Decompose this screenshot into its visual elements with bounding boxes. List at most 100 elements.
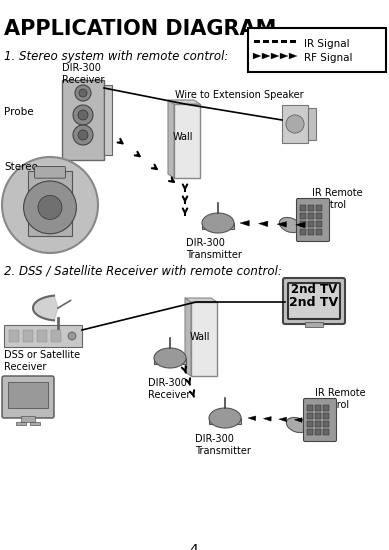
Bar bbox=[305, 322, 323, 327]
Polygon shape bbox=[168, 100, 174, 178]
Circle shape bbox=[2, 157, 98, 253]
Bar bbox=[323, 421, 329, 427]
Bar bbox=[308, 229, 314, 235]
Polygon shape bbox=[253, 53, 261, 59]
Ellipse shape bbox=[279, 217, 301, 233]
Polygon shape bbox=[280, 53, 288, 59]
Text: IR Remote
Control: IR Remote Control bbox=[312, 188, 363, 210]
Polygon shape bbox=[294, 417, 302, 422]
Bar bbox=[254, 40, 260, 43]
Circle shape bbox=[286, 115, 304, 133]
Ellipse shape bbox=[209, 408, 241, 428]
Text: DIR-300
Receiver: DIR-300 Receiver bbox=[148, 378, 190, 400]
Text: 4: 4 bbox=[189, 543, 198, 550]
Bar bbox=[154, 358, 186, 364]
Text: DIR-300
Receiver: DIR-300 Receiver bbox=[62, 63, 104, 85]
Bar bbox=[308, 108, 316, 140]
Bar bbox=[4, 325, 82, 347]
Circle shape bbox=[79, 89, 87, 97]
Polygon shape bbox=[271, 53, 279, 59]
Text: DIR-300
Transmitter: DIR-300 Transmitter bbox=[195, 434, 251, 455]
Text: 1. Stereo system with remote control:: 1. Stereo system with remote control: bbox=[4, 50, 228, 63]
Bar bbox=[300, 213, 306, 219]
Bar bbox=[300, 221, 306, 227]
FancyBboxPatch shape bbox=[296, 199, 329, 241]
Polygon shape bbox=[185, 298, 191, 376]
Circle shape bbox=[73, 105, 93, 125]
Bar bbox=[316, 205, 322, 211]
Bar bbox=[8, 382, 48, 408]
Polygon shape bbox=[277, 222, 287, 227]
Bar bbox=[191, 302, 217, 376]
Polygon shape bbox=[185, 298, 217, 302]
Polygon shape bbox=[248, 416, 256, 421]
Bar bbox=[62, 80, 104, 160]
Polygon shape bbox=[296, 222, 305, 228]
Polygon shape bbox=[262, 53, 270, 59]
Bar bbox=[37, 330, 47, 342]
Bar bbox=[307, 405, 313, 411]
Bar bbox=[316, 221, 322, 227]
Text: Stereo: Stereo bbox=[4, 162, 38, 172]
Bar bbox=[308, 213, 314, 219]
Bar bbox=[307, 421, 313, 427]
Bar bbox=[174, 104, 200, 178]
Bar bbox=[315, 413, 321, 419]
Bar bbox=[272, 40, 278, 43]
Ellipse shape bbox=[154, 348, 186, 368]
Circle shape bbox=[68, 332, 76, 340]
Bar bbox=[281, 40, 287, 43]
Text: APPLICATION DIAGRAM: APPLICATION DIAGRAM bbox=[4, 19, 276, 39]
Bar bbox=[282, 105, 308, 143]
Circle shape bbox=[78, 110, 88, 120]
Bar bbox=[308, 205, 314, 211]
Bar bbox=[308, 221, 314, 227]
Bar bbox=[307, 413, 313, 419]
Bar bbox=[28, 172, 72, 236]
Ellipse shape bbox=[286, 417, 308, 433]
FancyBboxPatch shape bbox=[283, 278, 345, 324]
Polygon shape bbox=[259, 221, 268, 227]
Text: Wire to Extension Speaker: Wire to Extension Speaker bbox=[175, 90, 304, 100]
Polygon shape bbox=[240, 221, 249, 226]
FancyBboxPatch shape bbox=[303, 399, 336, 442]
Bar bbox=[323, 429, 329, 435]
Circle shape bbox=[75, 85, 91, 101]
Bar bbox=[315, 405, 321, 411]
Polygon shape bbox=[263, 416, 271, 421]
Bar bbox=[300, 205, 306, 211]
Bar bbox=[104, 85, 112, 155]
Bar bbox=[30, 422, 40, 425]
Bar bbox=[21, 416, 35, 422]
Text: IR Signal: IR Signal bbox=[304, 39, 350, 49]
Bar bbox=[16, 422, 26, 425]
Bar bbox=[300, 229, 306, 235]
Bar bbox=[263, 40, 269, 43]
Circle shape bbox=[24, 181, 76, 234]
Circle shape bbox=[78, 130, 88, 140]
Polygon shape bbox=[289, 53, 297, 59]
Bar bbox=[315, 421, 321, 427]
FancyBboxPatch shape bbox=[288, 283, 340, 319]
Polygon shape bbox=[168, 100, 200, 104]
Text: IR Remote
Control: IR Remote Control bbox=[315, 388, 366, 410]
Text: DSS or Satellite
Receiver: DSS or Satellite Receiver bbox=[4, 350, 80, 372]
Bar bbox=[248, 28, 386, 72]
Text: Wall: Wall bbox=[190, 332, 210, 342]
Text: Probe: Probe bbox=[4, 107, 33, 117]
Bar bbox=[9, 330, 19, 342]
Text: 2. DSS / Satellite Receiver with remote control:: 2. DSS / Satellite Receiver with remote … bbox=[4, 265, 282, 278]
Bar bbox=[323, 413, 329, 419]
Bar bbox=[202, 223, 234, 229]
Text: DIR-300
Transmitter: DIR-300 Transmitter bbox=[186, 238, 242, 260]
Text: RF Signal: RF Signal bbox=[304, 53, 352, 63]
Bar bbox=[316, 229, 322, 235]
FancyBboxPatch shape bbox=[2, 376, 54, 418]
Circle shape bbox=[38, 195, 62, 219]
Bar bbox=[307, 429, 313, 435]
Bar bbox=[316, 213, 322, 219]
Bar bbox=[290, 40, 296, 43]
Bar bbox=[323, 405, 329, 411]
Bar bbox=[315, 429, 321, 435]
Polygon shape bbox=[33, 296, 58, 320]
